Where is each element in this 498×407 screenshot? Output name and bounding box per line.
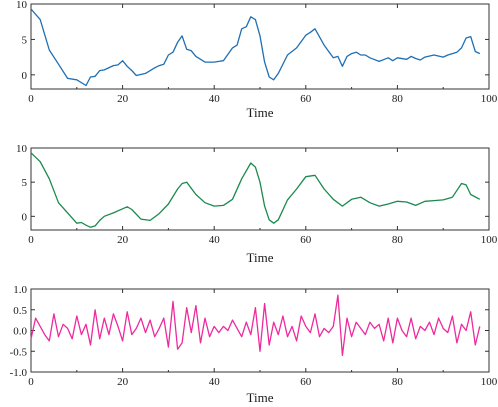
x-tick-label: 60 <box>300 376 312 388</box>
x-axis-label: Time <box>247 105 274 120</box>
y-tick-label: 5 <box>22 177 28 189</box>
plot-frame <box>30 147 490 231</box>
x-tick-label: 0 <box>28 93 34 105</box>
x-tick-label: 80 <box>392 93 404 105</box>
y-tick-label: -0.5 <box>10 346 28 358</box>
x-tick-label: 40 <box>209 93 221 105</box>
x-tick-label: 20 <box>117 93 129 105</box>
x-axis-label: Time <box>247 390 274 405</box>
y-tick-label: 0 <box>22 211 28 223</box>
x-tick-label: 40 <box>209 376 221 388</box>
plot-frame <box>30 3 490 90</box>
x-tick-label: 100 <box>481 234 498 246</box>
chart-panel-1: 0 20 40 60 80 100 0 5 10 Time <box>16 0 498 120</box>
y-tick-label: 0.0 <box>13 326 27 338</box>
x-axis-label: Time <box>247 250 274 265</box>
x-tick-label: 0 <box>28 234 34 246</box>
chart-panel-3: 0 20 40 60 80 100 -1.0 -0.5 0.0 0.5 1.0 Time <box>10 284 498 405</box>
y-tick-label: 10 <box>16 143 28 155</box>
x-tick-label: 40 <box>209 234 221 246</box>
y-tick-label: -1.0 <box>10 367 28 379</box>
y-tick-label: 1.0 <box>13 284 27 296</box>
series-line-1-1 <box>30 8 481 87</box>
series-line-3-1 <box>30 294 481 357</box>
x-tick-label: 100 <box>481 93 498 105</box>
x-tick-label: 60 <box>300 93 312 105</box>
x-tick-label: 20 <box>117 376 129 388</box>
x-tick-label: 20 <box>117 234 129 246</box>
y-tick-label: 0 <box>22 70 28 82</box>
y-tick-label: 5 <box>22 34 28 46</box>
x-tick-label: 80 <box>392 234 404 246</box>
x-tick-label: 60 <box>300 234 312 246</box>
chart-panel-2: 0 20 40 60 80 100 0 5 10 Time <box>16 143 498 265</box>
x-tick-label: 80 <box>392 376 404 388</box>
plot-frame <box>30 288 490 373</box>
x-tick-label: 0 <box>28 376 34 388</box>
series-line-2-1 <box>30 152 481 228</box>
x-tick-label: 100 <box>481 376 498 388</box>
y-tick-label: 0.5 <box>13 305 27 317</box>
y-tick-label: 10 <box>16 0 28 11</box>
